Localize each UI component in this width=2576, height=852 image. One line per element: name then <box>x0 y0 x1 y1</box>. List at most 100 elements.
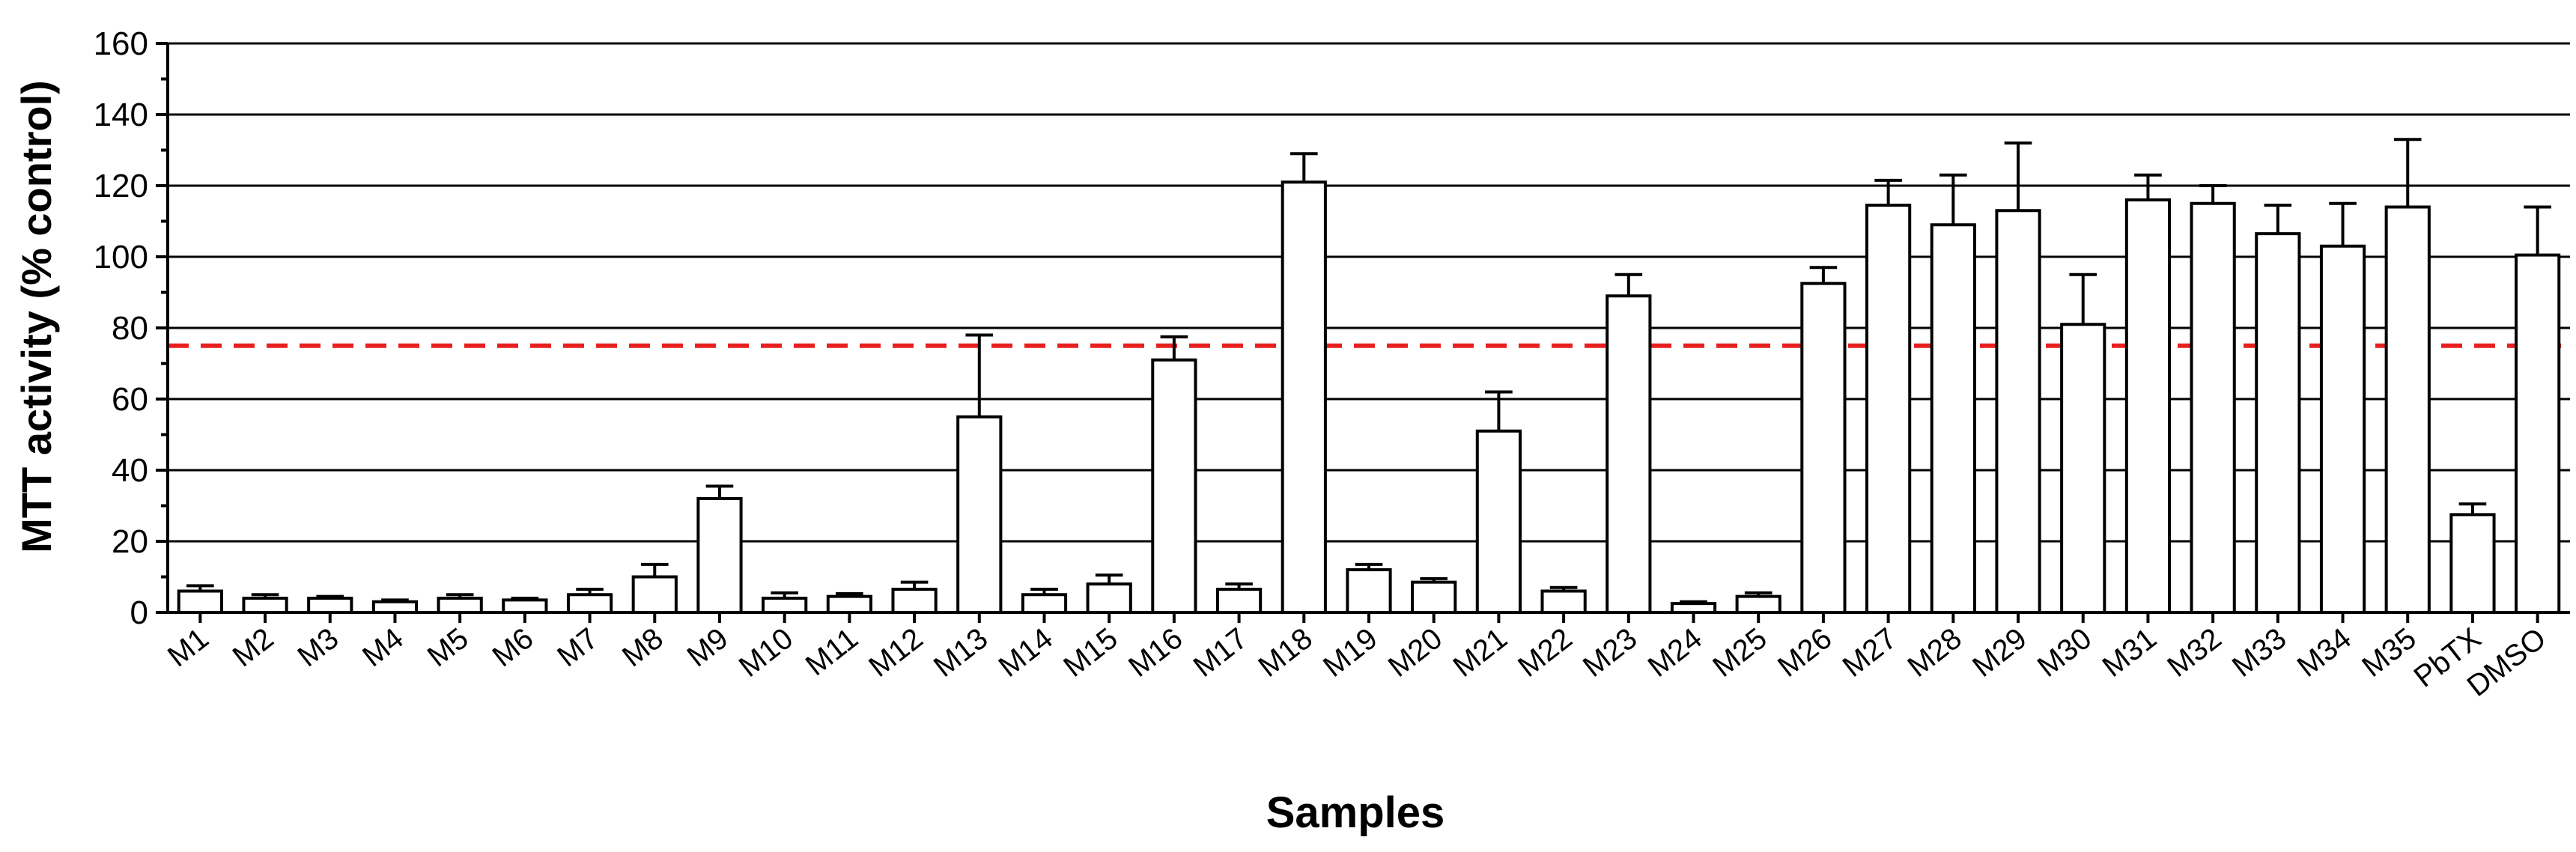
bar <box>1346 568 1392 614</box>
bar-group-m33 <box>2255 204 2301 614</box>
x-tick-label: M2 <box>227 621 280 673</box>
y-tick-label: 0 <box>130 594 148 631</box>
x-tick-label: M17 <box>1188 621 1254 684</box>
x-tick-label: M5 <box>422 621 475 673</box>
bar-group-m31 <box>2124 173 2172 614</box>
bar-group-m10 <box>762 591 808 614</box>
bar <box>1865 204 1912 614</box>
bar-group-m25 <box>1735 591 1781 614</box>
bar-group-m17 <box>1215 582 1263 614</box>
x-tick-label: M34 <box>2291 621 2357 684</box>
bar-group-m9 <box>696 484 743 614</box>
bar-group-m3 <box>307 594 353 614</box>
bar-group-m26 <box>1800 266 1847 614</box>
bar-group-m1 <box>177 584 223 614</box>
x-tick-label: M30 <box>2032 621 2097 684</box>
bar-group-m11 <box>826 591 872 614</box>
bar-group-m13 <box>956 333 1003 614</box>
x-tick-label: M26 <box>1772 621 1838 684</box>
bar <box>242 597 288 614</box>
bar <box>1540 589 1587 614</box>
bar <box>1021 593 1068 614</box>
bar-group-m32 <box>2190 184 2236 614</box>
x-tick-label: M12 <box>863 621 929 684</box>
bars-layer <box>177 138 2561 614</box>
bar <box>2124 198 2172 614</box>
bar <box>1800 282 1847 614</box>
bar <box>1995 209 2041 614</box>
y-tick-label: 100 <box>94 239 148 276</box>
bar-group-pbtx <box>2449 502 2496 614</box>
bar <box>1215 588 1263 614</box>
y-axis-title: MTT activity (% control) <box>13 80 60 553</box>
x-tick-label: M22 <box>1512 621 1578 684</box>
x-tick-label: M23 <box>1577 621 1643 684</box>
x-tick-label: M27 <box>1837 621 1903 684</box>
x-tick-label: M31 <box>2097 621 2163 684</box>
bar-group-m30 <box>2060 273 2106 614</box>
x-tick-label: M3 <box>291 621 344 673</box>
bar <box>307 597 353 614</box>
y-tick-label: 40 <box>112 452 148 489</box>
bar <box>2384 205 2431 614</box>
x-axis-title: Samples <box>1266 788 1445 837</box>
bar <box>2255 232 2301 614</box>
x-tick-label: M18 <box>1252 621 1318 684</box>
y-tick-label: 120 <box>94 168 148 204</box>
bar-group-m27 <box>1865 178 1912 614</box>
bar <box>2449 513 2496 614</box>
bar <box>1930 223 1976 614</box>
bar-group-m29 <box>1995 142 2041 614</box>
x-tick-label: M15 <box>1057 621 1123 684</box>
x-tick-label: M13 <box>928 621 994 684</box>
bar <box>2190 201 2236 614</box>
bar-group-m22 <box>1540 585 1587 614</box>
bar <box>1151 358 1197 614</box>
bar <box>2319 244 2366 614</box>
x-tick-label: M1 <box>162 621 215 673</box>
bar-group-m23 <box>1606 273 1652 614</box>
x-tick-label: M9 <box>681 621 735 673</box>
axes-layer <box>156 42 2570 623</box>
x-tick-label: M29 <box>1966 621 2032 684</box>
bar <box>696 497 743 614</box>
bar <box>1281 180 1327 614</box>
bar <box>826 594 872 614</box>
bar-group-m35 <box>2384 138 2431 614</box>
grid-lines <box>168 42 2570 543</box>
bar <box>2060 323 2106 614</box>
x-tick-label: M8 <box>616 621 669 673</box>
bar <box>437 597 483 614</box>
bar-group-m8 <box>631 562 678 614</box>
x-tick-label: M4 <box>356 621 410 673</box>
bar-group-m34 <box>2319 201 2366 614</box>
bar-group-m12 <box>891 580 938 614</box>
bar <box>177 589 223 614</box>
x-tick-label: M11 <box>800 621 864 682</box>
x-tick-label: M10 <box>733 621 799 684</box>
bar <box>1086 582 1132 614</box>
bar <box>566 593 613 614</box>
x-tick-label: M14 <box>993 621 1059 684</box>
bar-group-m21 <box>1475 390 1522 614</box>
x-tick-label: M25 <box>1707 621 1772 684</box>
bar <box>1411 580 1457 614</box>
bar <box>762 597 808 614</box>
x-tick-label: M6 <box>487 621 540 673</box>
bar-group-m4 <box>371 598 419 614</box>
bar-group-dmso <box>2515 205 2561 614</box>
x-tick-label: M19 <box>1317 621 1383 684</box>
bar <box>1475 429 1522 614</box>
bar <box>1735 594 1781 614</box>
bar <box>2515 253 2561 614</box>
bar <box>502 598 548 614</box>
x-tick-label: M32 <box>2161 621 2227 684</box>
y-tick-label: 140 <box>94 97 148 133</box>
bar <box>631 575 678 614</box>
bar-group-m15 <box>1086 573 1132 614</box>
bar-group-m2 <box>242 593 288 614</box>
x-tick-label: M28 <box>1901 621 1967 684</box>
